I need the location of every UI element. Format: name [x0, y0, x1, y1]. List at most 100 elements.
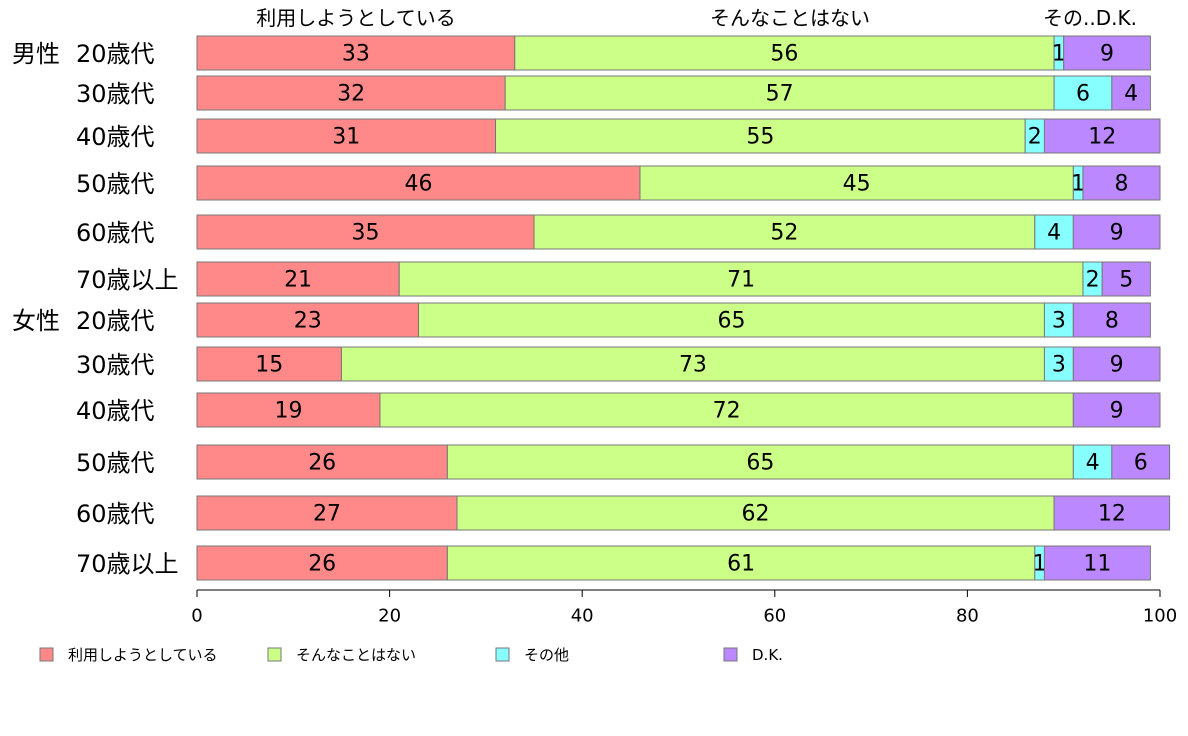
- top-label: そんなことはない: [710, 6, 870, 30]
- bar-segment: [1043, 346, 1074, 382]
- data-label: 3: [1052, 353, 1066, 378]
- data-label: 31: [332, 125, 360, 150]
- row-label: 40歳代: [76, 123, 155, 151]
- data-label: 52: [770, 221, 798, 246]
- data-label: 33: [342, 42, 370, 67]
- x-tick-label: 80: [956, 606, 979, 627]
- group-label: 女性: [12, 307, 60, 335]
- group-label: 男性: [12, 40, 60, 68]
- data-label: 8: [1114, 172, 1128, 197]
- bar-segment: [1082, 165, 1161, 201]
- row-label: 60歳代: [76, 500, 155, 528]
- data-label: 12: [1098, 502, 1126, 527]
- row-label: 50歳代: [76, 170, 155, 198]
- bar-segment: [456, 495, 1055, 531]
- bar-segment: [1043, 302, 1074, 338]
- bar-segment: [196, 261, 400, 297]
- data-label: 56: [770, 42, 798, 67]
- data-label: 65: [717, 309, 745, 334]
- data-label: 9: [1110, 399, 1124, 424]
- data-label: 4: [1047, 221, 1061, 246]
- bar-segment: [639, 165, 1074, 201]
- legend-swatch: [723, 647, 738, 662]
- legend-label: そんなことはない: [296, 646, 416, 664]
- data-label: 1: [1033, 552, 1047, 577]
- bar-segment: [417, 302, 1045, 338]
- data-label: 3: [1052, 309, 1066, 334]
- bar-segment: [1043, 545, 1151, 581]
- x-tick-label: 20: [378, 606, 401, 627]
- legend-label: その他: [524, 646, 569, 664]
- bar-segment: [1072, 444, 1113, 480]
- data-label: 9: [1110, 221, 1124, 246]
- top-label: その..D.K.: [1043, 6, 1137, 30]
- data-label: 21: [284, 268, 312, 293]
- legend-swatch: [39, 647, 54, 662]
- data-label: 71: [727, 268, 755, 293]
- bar-segment: [1101, 261, 1151, 297]
- bar-segment: [533, 214, 1036, 250]
- row-label: 30歳代: [76, 351, 155, 379]
- data-label: 8: [1105, 309, 1119, 334]
- bar-segment: [1053, 75, 1113, 111]
- x-tick-label: 40: [571, 606, 594, 627]
- data-label: 4: [1086, 451, 1100, 476]
- bar-segment: [196, 35, 516, 71]
- bar-segment: [1072, 392, 1161, 428]
- data-label: 11: [1083, 552, 1111, 577]
- row-label: 30歳代: [76, 80, 155, 108]
- bar-segment: [196, 75, 506, 111]
- data-label: 12: [1088, 125, 1116, 150]
- data-label: 2: [1028, 125, 1042, 150]
- data-label: 9: [1110, 353, 1124, 378]
- bar-segment: [495, 118, 1026, 154]
- x-tick-label: 0: [191, 606, 202, 627]
- bar-segment: [1111, 75, 1151, 111]
- bar-segment: [379, 392, 1074, 428]
- bar-segment: [1034, 214, 1074, 250]
- bar-segment: [196, 545, 448, 581]
- data-label: 23: [294, 309, 322, 334]
- row-label: 70歳以上: [76, 266, 179, 294]
- row-label: 40歳代: [76, 397, 155, 425]
- data-label: 6: [1134, 451, 1148, 476]
- data-label: 26: [308, 451, 336, 476]
- bar-segment: [446, 545, 1036, 581]
- data-label: 15: [255, 353, 283, 378]
- data-label: 72: [713, 399, 741, 424]
- x-tick-label: 100: [1143, 606, 1177, 627]
- data-label: 65: [746, 451, 774, 476]
- bar-segment: [196, 165, 641, 201]
- x-tick-label: 60: [763, 606, 786, 627]
- bar-segment: [196, 495, 458, 531]
- data-label: 6: [1076, 82, 1090, 107]
- legend-label: 利用しようとしている: [68, 646, 218, 664]
- data-label: 27: [313, 502, 341, 527]
- data-label: 4: [1124, 82, 1138, 107]
- data-label: 57: [766, 82, 794, 107]
- bar-segment: [196, 118, 497, 154]
- data-label: 1: [1071, 172, 1085, 197]
- bar-segment: [196, 214, 535, 250]
- bar-segment: [340, 346, 1045, 382]
- legend-swatch: [495, 647, 510, 662]
- bar-segment: [1072, 346, 1161, 382]
- data-label: 26: [308, 552, 336, 577]
- data-label: 1: [1052, 42, 1066, 67]
- row-label: 20歳代: [76, 307, 155, 335]
- legend-swatch: [267, 647, 282, 662]
- data-label: 9: [1100, 42, 1114, 67]
- bar-segment: [504, 75, 1055, 111]
- bar-segment: [446, 444, 1074, 480]
- legend-label: D.K.: [752, 646, 783, 664]
- data-label: 61: [727, 552, 755, 577]
- bar-segment: [1072, 214, 1161, 250]
- row-label: 50歳代: [76, 449, 155, 477]
- top-label: 利用しようとしている: [256, 6, 455, 30]
- row-label: 70歳以上: [76, 550, 179, 578]
- bar-segment: [1063, 35, 1151, 71]
- bar-segment: [398, 261, 1084, 297]
- data-label: 46: [404, 172, 432, 197]
- data-label: 45: [843, 172, 871, 197]
